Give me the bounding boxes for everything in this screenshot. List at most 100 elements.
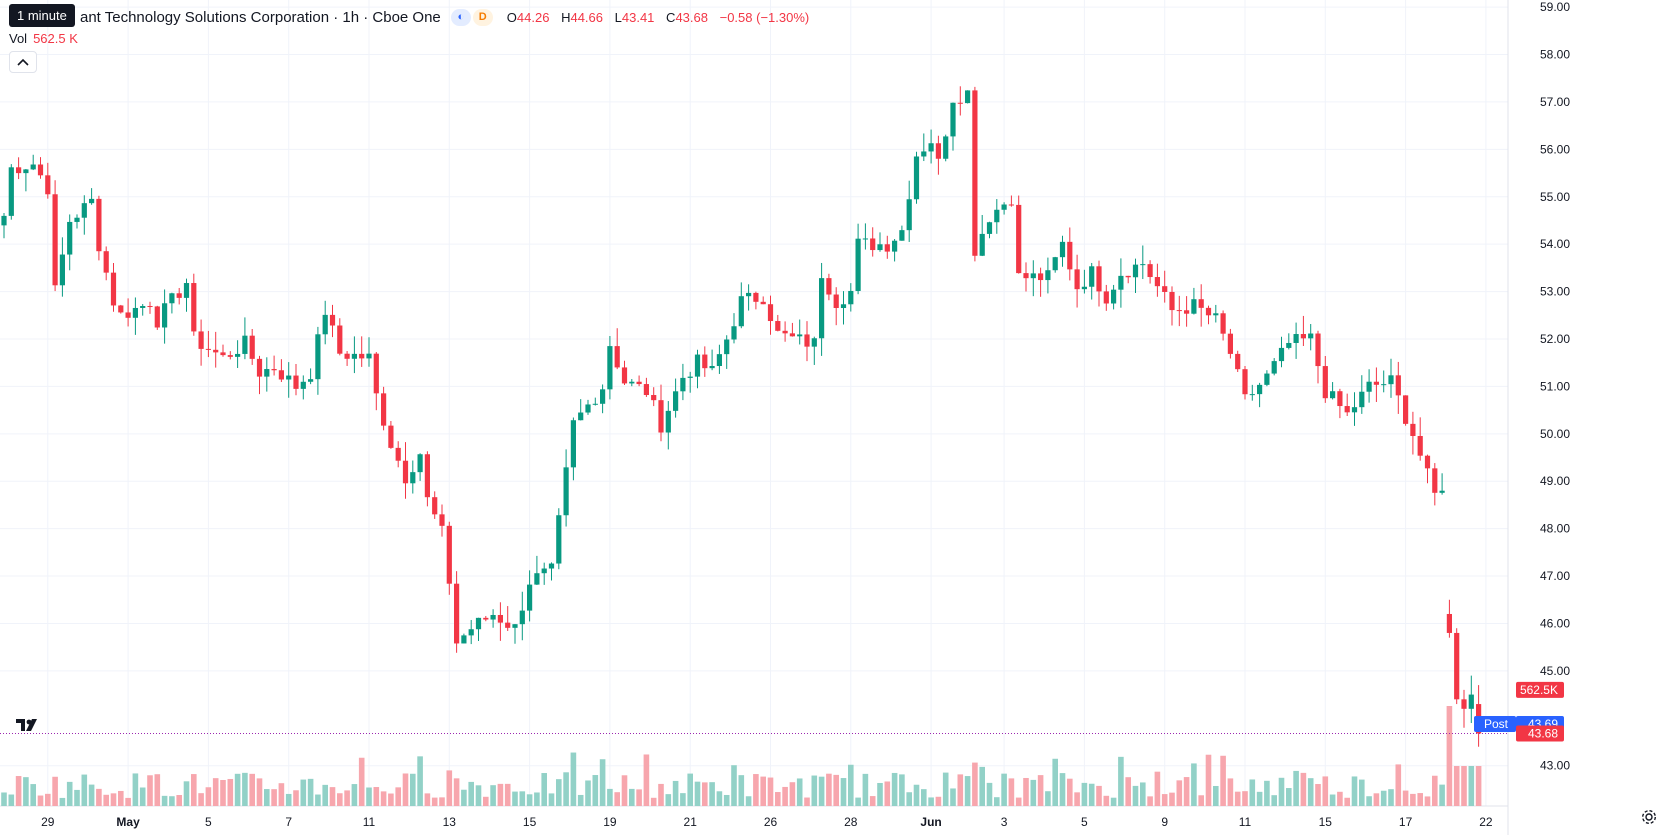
volume-bar — [424, 793, 431, 806]
volume-bar — [169, 796, 175, 806]
volume-bar — [1220, 755, 1226, 806]
volume-bar — [1410, 793, 1416, 806]
candle-body — [694, 354, 701, 377]
volume-bar — [15, 776, 22, 806]
volume-bar — [592, 775, 599, 806]
volume-bar — [1045, 791, 1051, 806]
volume-bar — [322, 784, 328, 806]
volume-bar — [1329, 794, 1336, 806]
candle-body — [118, 305, 124, 313]
volume-bar — [234, 773, 241, 806]
time-tick-label: 15 — [523, 815, 537, 829]
candle-body — [1213, 313, 1219, 316]
volume-bar — [950, 788, 956, 806]
candle-body — [782, 330, 788, 334]
candle-body — [1198, 299, 1204, 308]
candle-body — [366, 353, 372, 359]
volume-bar — [921, 789, 927, 806]
volume-bar — [1037, 775, 1044, 806]
symbol-title[interactable]: ant Technology Solutions Corporation · 1… — [80, 8, 441, 26]
time-tick-label: 15 — [1319, 815, 1333, 829]
candle-body — [884, 244, 890, 252]
volume-bar — [1227, 778, 1234, 806]
candle-body — [45, 175, 51, 195]
volume-bar — [45, 793, 51, 806]
volume-bar — [125, 797, 131, 806]
volume-bar — [723, 794, 730, 806]
candle-body — [928, 143, 934, 152]
candle-body — [67, 221, 73, 255]
candle-body — [1184, 310, 1190, 314]
candle-body — [702, 354, 708, 369]
volume-bar — [804, 797, 810, 806]
candle-body — [716, 354, 722, 367]
candle-body — [775, 321, 781, 331]
volume-bar — [1395, 764, 1402, 806]
candle-body — [1432, 468, 1438, 493]
volume-bar — [986, 782, 993, 806]
volume-bar — [672, 780, 679, 806]
volume-bar — [1278, 777, 1285, 806]
candle-body — [789, 333, 795, 337]
volume-bar — [1468, 766, 1475, 806]
volume-bar — [30, 784, 36, 806]
candle-body — [373, 353, 379, 394]
candle-body — [96, 198, 102, 252]
price-tick-label: 57.00 — [1540, 95, 1570, 109]
candle-body — [1140, 264, 1146, 266]
tradingview-logo-icon[interactable] — [16, 714, 42, 736]
candle-body — [819, 278, 825, 339]
time-tick-label: 17 — [1399, 815, 1413, 829]
collapse-legend-button[interactable] — [9, 51, 37, 73]
volume-bar — [431, 797, 438, 806]
candle-body — [110, 272, 117, 306]
volume-bar — [1052, 758, 1058, 806]
volume-bar — [147, 775, 153, 806]
candle-body — [548, 563, 555, 569]
candle-body — [1132, 264, 1139, 278]
candle-body — [315, 334, 321, 380]
volume-bar — [964, 776, 971, 806]
volume-bar — [1388, 789, 1394, 806]
price-tick-label: 53.00 — [1540, 285, 1570, 299]
volume-bar — [227, 778, 234, 806]
price-tick-label: 50.00 — [1540, 427, 1570, 441]
volume-bar — [468, 781, 474, 806]
candle-body — [227, 355, 233, 357]
volume-bar — [1337, 791, 1343, 806]
volume-bar — [1446, 706, 1453, 806]
market-closed-icon[interactable]: ◐ — [450, 8, 471, 26]
candle-body — [1257, 384, 1263, 395]
price-tick-label: 55.00 — [1540, 190, 1570, 204]
candle-body — [191, 283, 197, 332]
volume-bar — [928, 797, 934, 806]
volume-bar — [1067, 778, 1073, 806]
candle-body — [344, 353, 350, 359]
volume-bar — [1271, 795, 1277, 806]
candle-body — [1417, 435, 1423, 456]
volume-bar — [869, 796, 876, 806]
volume-bar — [811, 775, 818, 806]
candle-body — [154, 306, 160, 328]
candle-body — [899, 230, 905, 241]
volume-bar — [848, 764, 854, 806]
volume-bar — [1096, 785, 1102, 806]
volume-bar — [242, 772, 248, 806]
candle-body — [1424, 455, 1431, 469]
candle-body — [855, 238, 861, 291]
candle-body — [1169, 291, 1175, 311]
candle-body — [74, 217, 80, 222]
settings-gear-icon[interactable] — [1640, 808, 1658, 826]
candle-body — [461, 635, 467, 644]
volume-bar — [862, 773, 869, 806]
volume-bar — [461, 789, 467, 806]
candle-body — [1125, 275, 1131, 278]
candle-body — [994, 209, 1000, 223]
candle-body — [1162, 286, 1168, 292]
volume-bar — [548, 793, 555, 806]
volume-bar — [1198, 795, 1204, 806]
candle-body — [1220, 313, 1226, 334]
open-label: O — [506, 9, 517, 25]
delayed-data-badge[interactable]: D — [472, 8, 493, 26]
